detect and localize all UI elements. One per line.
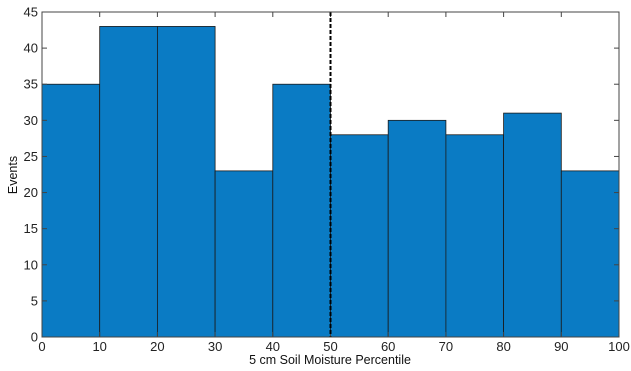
x-tick-label: 80: [496, 339, 510, 354]
y-tick-label: 35: [24, 77, 38, 92]
y-tick-label: 10: [24, 257, 38, 272]
x-tick-label: 10: [92, 339, 106, 354]
x-tick-label: 40: [266, 339, 280, 354]
histogram-bar: [330, 134, 389, 338]
histogram-bar: [503, 112, 562, 338]
histogram-bar: [272, 83, 331, 338]
y-tick-label: 20: [24, 185, 38, 200]
x-tick-label: 90: [554, 339, 568, 354]
y-tick-label: 5: [31, 293, 38, 308]
histogram-bar: [214, 170, 274, 338]
x-tick-label: 0: [38, 339, 45, 354]
y-axis-label: Events: [6, 156, 20, 194]
x-tick-label: 20: [150, 339, 164, 354]
x-tick-label: 50: [323, 339, 337, 354]
x-tick-label: 30: [208, 339, 222, 354]
y-tick-label: 15: [24, 221, 38, 236]
y-tick-label: 30: [24, 113, 38, 128]
histogram-bar: [156, 26, 216, 338]
y-tick-label: 45: [24, 5, 38, 20]
tick-labels-group: 0 10 20 30 40 50 60 70 80 90 100 0 5 10 15 20 25 30 35 40 45: [24, 5, 630, 355]
y-tick-label: 40: [24, 41, 38, 56]
histogram-bar: [445, 134, 504, 338]
x-tick-label: 70: [439, 339, 453, 354]
histogram-bar: [41, 83, 101, 338]
histogram-bar: [560, 170, 620, 338]
y-tick-label: 0: [31, 330, 38, 345]
x-tick-label: 100: [608, 339, 630, 354]
bars-group: [41, 26, 620, 338]
plot-frame: [41, 11, 620, 338]
x-axis-label: 5 cm Soil Moisture Percentile: [249, 353, 411, 367]
histogram-bar: [99, 26, 158, 338]
y-tick-label: 25: [24, 149, 38, 164]
histogram-bar: [387, 119, 447, 338]
x-tick-label: 60: [381, 339, 395, 354]
